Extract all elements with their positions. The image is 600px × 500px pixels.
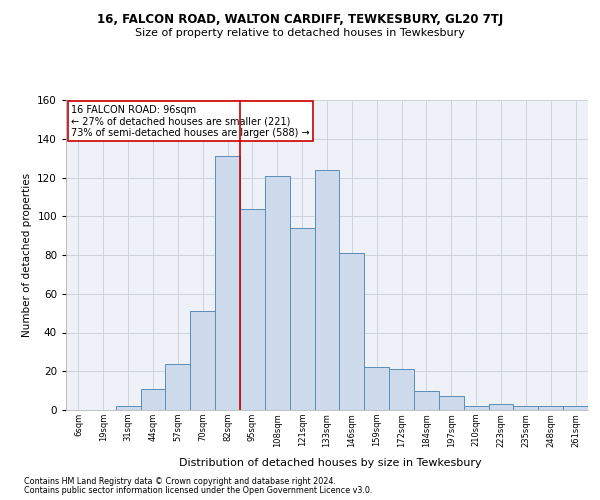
Bar: [116, 406, 140, 410]
Text: Distribution of detached houses by size in Tewkesbury: Distribution of detached houses by size …: [179, 458, 481, 468]
Bar: [340, 253, 364, 410]
Y-axis label: Number of detached properties: Number of detached properties: [22, 173, 32, 337]
Bar: [488, 404, 514, 410]
Bar: [439, 396, 464, 410]
Text: Contains HM Land Registry data © Crown copyright and database right 2024.: Contains HM Land Registry data © Crown c…: [24, 478, 336, 486]
Bar: [190, 311, 215, 410]
Bar: [290, 228, 314, 410]
Bar: [538, 406, 563, 410]
Text: Size of property relative to detached houses in Tewkesbury: Size of property relative to detached ho…: [135, 28, 465, 38]
Bar: [389, 370, 414, 410]
Bar: [265, 176, 290, 410]
Bar: [514, 406, 538, 410]
Bar: [240, 208, 265, 410]
Bar: [414, 390, 439, 410]
Bar: [166, 364, 190, 410]
Bar: [215, 156, 240, 410]
Text: 16, FALCON ROAD, WALTON CARDIFF, TEWKESBURY, GL20 7TJ: 16, FALCON ROAD, WALTON CARDIFF, TEWKESB…: [97, 12, 503, 26]
Bar: [563, 406, 588, 410]
Bar: [314, 170, 340, 410]
Bar: [464, 406, 488, 410]
Text: Contains public sector information licensed under the Open Government Licence v3: Contains public sector information licen…: [24, 486, 373, 495]
Text: 16 FALCON ROAD: 96sqm
← 27% of detached houses are smaller (221)
73% of semi-det: 16 FALCON ROAD: 96sqm ← 27% of detached …: [71, 104, 310, 138]
Bar: [140, 388, 166, 410]
Bar: [364, 368, 389, 410]
